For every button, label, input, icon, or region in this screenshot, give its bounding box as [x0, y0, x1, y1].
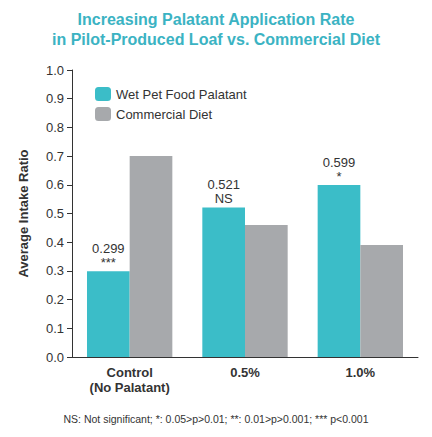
- svg-text:0.1: 0.1: [46, 321, 64, 336]
- svg-text:0.6: 0.6: [46, 177, 64, 192]
- svg-text:0.521: 0.521: [207, 177, 240, 192]
- svg-text:0.2: 0.2: [46, 292, 64, 307]
- svg-text:0.3: 0.3: [46, 263, 64, 278]
- svg-text:0.4: 0.4: [46, 235, 64, 250]
- svg-text:Control: Control: [107, 365, 153, 380]
- svg-text:0.299: 0.299: [92, 241, 125, 256]
- svg-text:*: *: [336, 169, 341, 184]
- svg-text:Average Intake Ratio: Average Intake Ratio: [16, 149, 31, 277]
- svg-text:NS: NS: [215, 191, 233, 206]
- svg-text:Wet Pet Food Palatant: Wet Pet Food Palatant: [116, 87, 247, 102]
- svg-text:0.599: 0.599: [323, 155, 356, 170]
- svg-text:Increasing Palatant Applicatio: Increasing Palatant Application Rate: [78, 11, 355, 28]
- svg-text:0.8: 0.8: [46, 120, 64, 135]
- svg-text:0.0: 0.0: [46, 350, 64, 365]
- svg-text:1.0%: 1.0%: [346, 365, 376, 380]
- svg-text:1.0: 1.0: [46, 63, 64, 78]
- svg-text:0.9: 0.9: [46, 91, 64, 106]
- svg-text:(No Palatant): (No Palatant): [90, 380, 170, 395]
- svg-text:0.7: 0.7: [46, 149, 64, 164]
- svg-text:0.5%: 0.5%: [230, 365, 260, 380]
- svg-text:in Pilot-Produced Loaf vs. Com: in Pilot-Produced Loaf vs. Commercial Di…: [52, 31, 381, 48]
- svg-text:Commercial Diet: Commercial Diet: [116, 107, 212, 122]
- svg-text:***: ***: [101, 255, 116, 270]
- svg-text:0.5: 0.5: [46, 206, 64, 221]
- svg-text:NS: Not significant; *: 0.05>p: NS: Not significant; *: 0.05>p>0.01; **:…: [63, 413, 368, 425]
